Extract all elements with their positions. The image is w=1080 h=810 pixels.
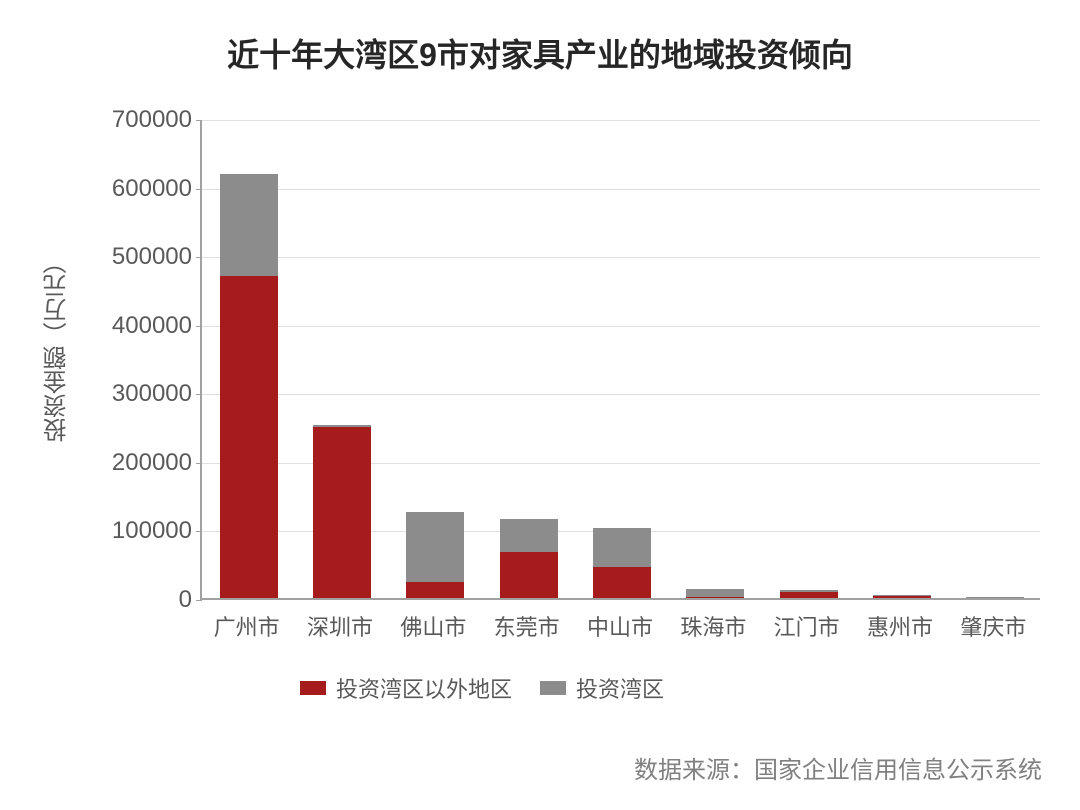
bar-segment-inside bbox=[686, 589, 744, 597]
bar-segment-outside bbox=[313, 427, 371, 598]
bar-group bbox=[873, 118, 931, 598]
bar-group bbox=[686, 118, 744, 598]
y-tick-mark bbox=[196, 600, 202, 601]
x-tick-label: 肇庆市 bbox=[947, 610, 1040, 642]
x-tick-label: 东莞市 bbox=[480, 610, 573, 642]
y-tick-label: 600000 bbox=[82, 175, 192, 203]
bar-segment-inside bbox=[406, 512, 464, 583]
x-tick-label: 佛山市 bbox=[387, 610, 480, 642]
bar-segment-inside bbox=[500, 519, 558, 552]
y-tick-label: 700000 bbox=[82, 106, 192, 134]
bar-group bbox=[220, 118, 278, 598]
bar-group bbox=[780, 118, 838, 598]
legend-label: 投资湾区 bbox=[576, 672, 664, 704]
y-tick-mark bbox=[196, 531, 202, 532]
legend: 投资湾区以外地区 投资湾区 bbox=[300, 672, 682, 704]
y-tick-label: 200000 bbox=[82, 449, 192, 477]
plot-area bbox=[200, 120, 1040, 600]
y-tick-label: 100000 bbox=[82, 517, 192, 545]
bar-group bbox=[313, 118, 371, 598]
y-tick-mark bbox=[196, 120, 202, 121]
y-tick-mark bbox=[196, 189, 202, 190]
bar-group bbox=[406, 118, 464, 598]
legend-swatch bbox=[300, 681, 326, 695]
data-source: 数据来源：国家企业信用信息公示系统 bbox=[634, 750, 1042, 785]
legend-swatch bbox=[540, 681, 566, 695]
bar-group bbox=[500, 118, 558, 598]
bar-group bbox=[966, 118, 1024, 598]
bar-segment-inside bbox=[780, 590, 838, 591]
x-tick-label: 珠海市 bbox=[667, 610, 760, 642]
y-tick-label: 400000 bbox=[82, 312, 192, 340]
x-tick-label: 江门市 bbox=[760, 610, 853, 642]
x-tick-label: 中山市 bbox=[573, 610, 666, 642]
bar-segment-inside bbox=[966, 597, 1024, 598]
bar-segment-inside bbox=[873, 595, 931, 596]
x-tick-label: 惠州市 bbox=[853, 610, 946, 642]
chart-title: 近十年大湾区9市对家具产业的地域投资倾向 bbox=[0, 30, 1080, 76]
bar-group bbox=[593, 118, 651, 598]
bar-segment-outside bbox=[406, 582, 464, 598]
bar-segment-inside bbox=[220, 174, 278, 275]
y-axis-title: 投资金额（万元） bbox=[40, 250, 75, 442]
y-tick-mark bbox=[196, 394, 202, 395]
bar-segment-outside bbox=[686, 597, 744, 598]
y-tick-label: 300000 bbox=[82, 380, 192, 408]
y-tick-label: 500000 bbox=[82, 243, 192, 271]
bar-segment-inside bbox=[593, 528, 651, 567]
y-tick-mark bbox=[196, 257, 202, 258]
bar-segment-outside bbox=[593, 567, 651, 598]
x-tick-label: 广州市 bbox=[200, 610, 293, 642]
bar-segment-outside bbox=[873, 595, 931, 598]
x-tick-label: 深圳市 bbox=[293, 610, 386, 642]
y-tick-label: 0 bbox=[82, 586, 192, 614]
bar-segment-outside bbox=[966, 597, 1024, 598]
y-tick-mark bbox=[196, 463, 202, 464]
bar-segment-outside bbox=[500, 552, 558, 598]
y-tick-mark bbox=[196, 326, 202, 327]
legend-label: 投资湾区以外地区 bbox=[336, 672, 512, 704]
bar-segment-outside bbox=[780, 592, 838, 598]
bar-segment-outside bbox=[220, 276, 278, 598]
bar-segment-inside bbox=[313, 425, 371, 426]
